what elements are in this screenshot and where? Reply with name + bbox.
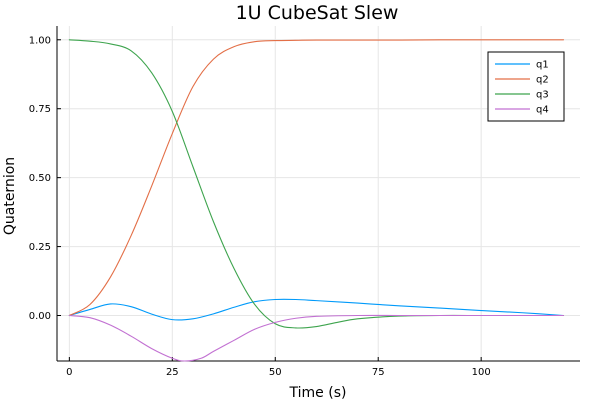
legend-box <box>487 51 565 122</box>
x-tick-label-0: 0 <box>66 367 72 378</box>
series-line-q2 <box>68 39 565 317</box>
x-tick-label-4: 100 <box>472 367 491 378</box>
x-axis-label: Time (s) <box>289 385 347 400</box>
x-tick-label-1: 25 <box>166 367 179 378</box>
y-tick-label-4: 1.00 <box>29 35 51 46</box>
legend-label-q3: q3 <box>536 90 549 101</box>
series-line-q4 <box>68 314 565 362</box>
y-tick-label-2: 0.50 <box>29 173 51 184</box>
axes: 0 25 50 75 100 0.00 0.25 0.50 0.75 1.00 <box>29 26 580 378</box>
x-tick-label-3: 75 <box>372 367 385 378</box>
x-tick-label-2: 50 <box>269 367 282 378</box>
legend: q1 q2 q3 q4 <box>487 51 565 122</box>
y-tick-label-3: 0.75 <box>29 104 51 115</box>
y-axis-label: Quaternion <box>2 157 18 235</box>
legend-label-q1: q1 <box>536 60 549 71</box>
y-tick-label-1: 0.25 <box>29 242 51 253</box>
y-tick-label-0: 0.00 <box>29 311 51 322</box>
series-group <box>68 39 565 362</box>
series-line-q1 <box>68 298 565 321</box>
legend-label-q2: q2 <box>536 75 549 86</box>
chart-title: 1U CubeSat Slew <box>236 2 399 24</box>
legend-label-q4: q4 <box>536 105 549 116</box>
